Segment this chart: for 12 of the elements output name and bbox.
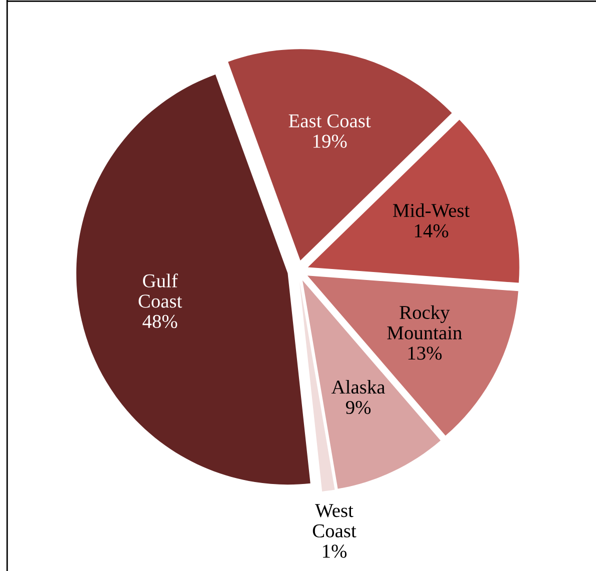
slice-label: Mid-West [393, 203, 470, 218]
data-label: 48% [142, 314, 178, 328]
slice-label: West Coast [312, 504, 356, 538]
slice-label: Rocky Mountain [387, 305, 462, 340]
slice-label: Alaska [331, 380, 386, 394]
data-label: 9% [346, 400, 371, 414]
slice-label: East Coast [288, 114, 371, 128]
data-label: 1% [323, 544, 347, 558]
data-label: 13% [408, 346, 442, 360]
data-label: 14% [414, 224, 448, 238]
data-label: 19% [313, 134, 347, 148]
slice-label: Gulf Coast [138, 274, 182, 308]
